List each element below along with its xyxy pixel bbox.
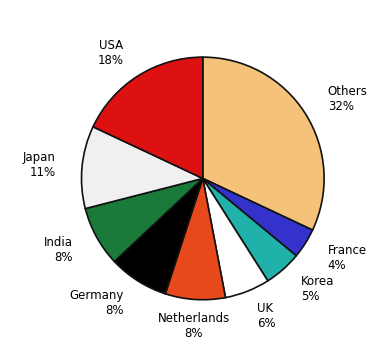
Wedge shape: [203, 179, 268, 298]
Text: UK
6%: UK 6%: [257, 302, 276, 330]
Text: France
4%: France 4%: [328, 244, 367, 272]
Text: USA
18%: USA 18%: [97, 40, 124, 68]
Text: Japan
11%: Japan 11%: [23, 151, 55, 179]
Wedge shape: [85, 179, 203, 261]
Wedge shape: [81, 127, 203, 209]
Text: Others
32%: Others 32%: [328, 85, 368, 113]
Wedge shape: [114, 179, 203, 294]
Wedge shape: [203, 179, 296, 281]
Text: Korea
5%: Korea 5%: [301, 276, 334, 303]
Text: Netherlands
8%: Netherlands 8%: [157, 312, 230, 340]
Text: India
8%: India 8%: [44, 236, 73, 264]
Text: Germany
8%: Germany 8%: [69, 289, 124, 317]
Wedge shape: [165, 179, 226, 300]
Wedge shape: [93, 57, 203, 179]
Wedge shape: [203, 179, 313, 256]
Wedge shape: [203, 57, 324, 230]
